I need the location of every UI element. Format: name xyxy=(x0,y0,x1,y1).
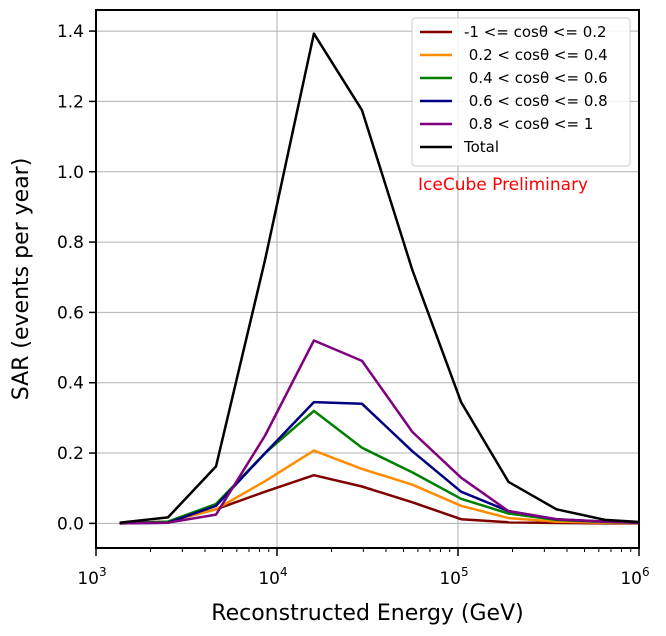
series-line-3 xyxy=(119,400,640,525)
series-line-2 xyxy=(119,409,640,525)
series-line-1 xyxy=(119,449,640,525)
y-tick-label: 1.4 xyxy=(57,22,84,42)
y-tick-label: 0.0 xyxy=(57,514,84,534)
y-tick-label: 0.2 xyxy=(57,444,84,464)
legend-entry: -1 <= cosθ <= 0.2 xyxy=(464,23,607,41)
icecube-preliminary-label: IceCube Preliminary xyxy=(418,175,588,195)
axis-ticks: 0.0 0.2 0.4 0.6 0.8 1.0 1.2 1.4 103 104 105 106 xyxy=(57,22,650,589)
x-tick-label: 104 xyxy=(258,565,287,589)
y-tick-label: 1.0 xyxy=(57,163,84,183)
x-axis-title: Reconstructed Energy (GeV) xyxy=(211,601,523,626)
plot-frame xyxy=(95,9,640,549)
x-tick-label: 105 xyxy=(439,565,468,589)
y-tick-label: 0.4 xyxy=(57,374,84,394)
x-tick-label: 106 xyxy=(620,565,649,589)
y-tick-label: 1.2 xyxy=(57,92,84,112)
series-line-5 xyxy=(119,32,640,524)
series-lines xyxy=(119,32,640,525)
legend-entry: Total xyxy=(463,138,499,156)
y-axis-title: SAR (events per year) xyxy=(9,158,34,401)
legend: -1 <= cosθ <= 0.2 0.2 < cosθ <= 0.4 0.4 … xyxy=(411,17,631,167)
legend-box xyxy=(411,17,631,167)
series-line-0 xyxy=(119,473,639,525)
legend-entry: 0.2 < cosθ <= 0.4 xyxy=(464,46,608,64)
y-tick-label: 0.8 xyxy=(57,233,84,253)
legend-entry: 0.4 < cosθ <= 0.6 xyxy=(464,69,608,87)
legend-entry: 0.8 < cosθ <= 1 xyxy=(464,115,593,133)
series-line-4 xyxy=(119,339,640,525)
legend-entry: 0.6 < cosθ <= 0.8 xyxy=(464,92,608,110)
y-tick-label: 0.6 xyxy=(57,303,84,323)
x-tick-label: 103 xyxy=(77,565,106,589)
